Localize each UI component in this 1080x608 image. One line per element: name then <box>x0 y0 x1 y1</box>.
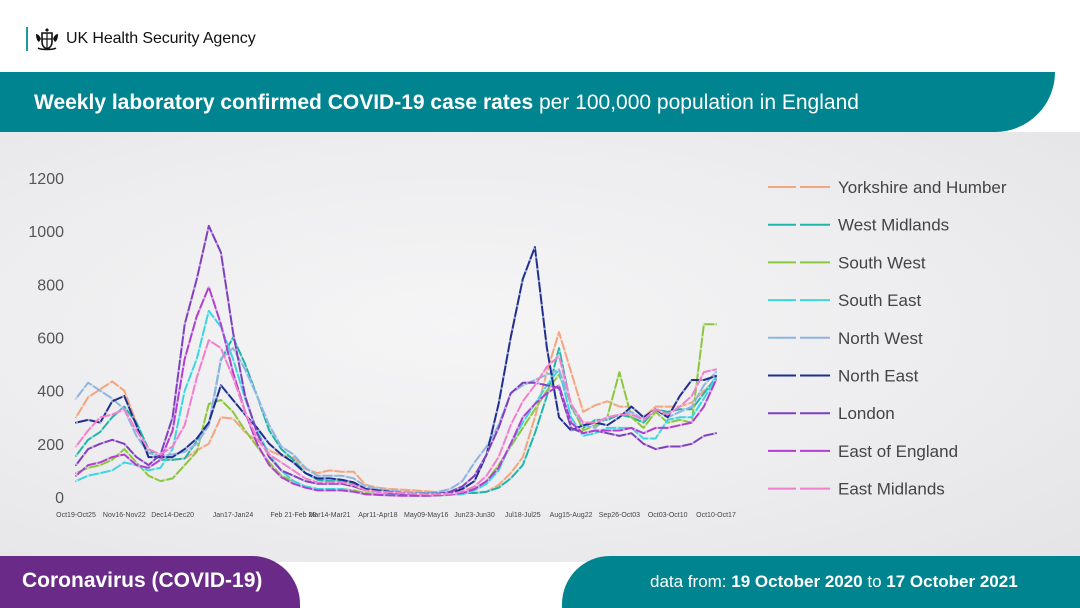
chart-title: Weekly laboratory confirmed COVID-19 cas… <box>34 91 859 115</box>
legend-label: North West <box>838 329 923 348</box>
legend-item: East of England <box>768 442 958 461</box>
y-tick-label: 200 <box>37 437 64 454</box>
chart-title-light: per 100,000 population in England <box>539 91 859 114</box>
y-tick-label: 0 <box>55 490 64 507</box>
legend-item: North West <box>768 329 923 348</box>
y-tick-label: 800 <box>37 277 64 294</box>
x-axis: Oct19-Oct25 Nov16-Nov22 Dec14-Dec20 Jan17-J… <box>56 512 736 519</box>
series-line-east-midlands <box>75 339 717 496</box>
start-date: 19 October 2020 <box>731 572 863 591</box>
y-tick-label: 1000 <box>28 224 64 241</box>
end-date: 17 October 2021 <box>886 572 1018 591</box>
x-tick-label: Jan17-Jan24 <box>213 512 254 519</box>
footer-topic-banner: Coronavirus (COVID-19) <box>0 556 300 608</box>
line-chart: 0 200 400 600 800 1000 1200 Oct19-Oct25 Nov16-N… <box>28 171 1007 519</box>
agency-name: UK Health Security Agency <box>66 30 256 47</box>
series-line-highlight <box>75 284 717 497</box>
legend-label: North East <box>838 367 919 386</box>
legend-label: East of England <box>838 442 958 461</box>
series-line-highlight <box>75 335 717 494</box>
x-tick-label: Feb 21-Feb 28 <box>270 512 316 519</box>
series-line-east-of-england <box>75 286 717 497</box>
x-tick-label: May09-May16 <box>404 512 448 519</box>
series-line-highlight <box>75 328 717 494</box>
y-axis: 0 200 400 600 800 1000 1200 <box>28 171 64 507</box>
footer-date-range: data from: 19 October 2020 to 17 October… <box>650 572 1018 592</box>
x-tick-label: Oct10-Oct17 <box>696 512 736 519</box>
legend-label: East Midlands <box>838 480 945 499</box>
legend-label: South East <box>838 291 921 310</box>
series-line-south-west <box>75 323 717 497</box>
chart-title-bold: Weekly laboratory confirmed COVID-19 cas… <box>34 91 534 114</box>
x-tick-label: Apr11-Apr18 <box>358 512 397 519</box>
royal-crest-icon <box>36 28 58 51</box>
x-tick-label: Aug15-Aug22 <box>550 512 593 519</box>
footer-dates-banner: data from: 19 October 2020 to 17 October… <box>562 556 1080 608</box>
legend-item: West Midlands <box>768 216 949 235</box>
x-tick-label: Oct03-Oct10 <box>648 512 688 519</box>
legend-item: North East <box>768 367 919 386</box>
legend-item: East Midlands <box>768 480 945 499</box>
x-tick-label: Nov16-Nov22 <box>103 512 146 519</box>
to-word: to <box>867 572 882 591</box>
x-tick-label: Oct19-Oct25 <box>56 512 96 519</box>
footer-topic: Coronavirus (COVID-19) <box>22 569 263 592</box>
x-tick-label: Jul18-Jul25 <box>505 512 541 519</box>
legend-label: Yorkshire and Humber <box>838 178 1007 197</box>
series-line-highlight <box>75 323 716 497</box>
x-tick-label: Mar14-Mar21 <box>309 512 351 519</box>
legend-item: South West <box>768 253 926 272</box>
logo-divider <box>26 27 28 51</box>
x-tick-label: Sep26-Oct03 <box>599 512 640 519</box>
series-line-north-east <box>75 246 717 495</box>
series-line-yorkshire-and-humber <box>75 331 717 494</box>
header-logo: UK Health Security Agency <box>26 26 256 52</box>
data-from-label: data from: <box>650 572 727 591</box>
legend-item: South East <box>768 291 921 310</box>
y-tick-label: 1200 <box>28 171 64 188</box>
plot-background <box>0 132 1080 562</box>
x-tick-label: Dec14-Dec20 <box>151 512 194 519</box>
y-tick-label: 600 <box>37 331 64 348</box>
legend: Yorkshire and Humber West Midlands South W… <box>768 178 1007 499</box>
legend-item: London <box>768 404 895 423</box>
series-line-highlight <box>75 308 717 497</box>
title-banner: Weekly laboratory confirmed COVID-19 cas… <box>0 72 1055 132</box>
legend-label: West Midlands <box>838 216 949 235</box>
series-lines <box>75 222 717 497</box>
legend-label: London <box>838 404 895 423</box>
legend-label: South West <box>838 253 926 272</box>
series-line-south-east <box>75 309 717 497</box>
y-tick-label: 400 <box>37 384 64 401</box>
legend-item: Yorkshire and Humber <box>768 178 1007 197</box>
x-tick-label: Jun23-Jun30 <box>454 512 495 519</box>
